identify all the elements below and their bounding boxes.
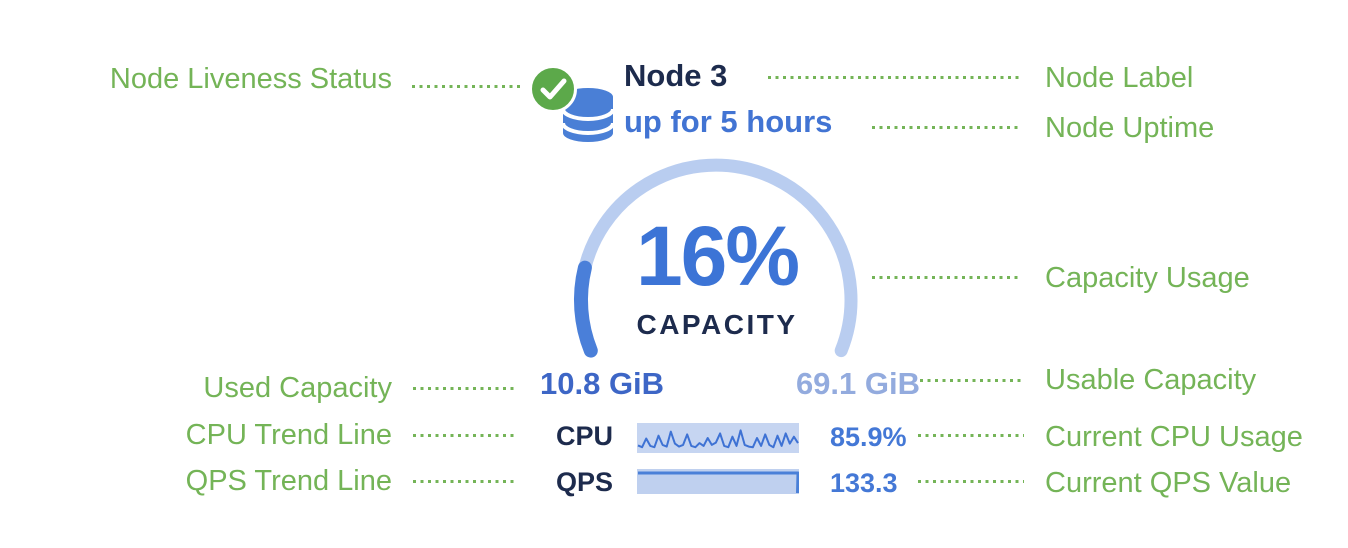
cpu-sparkline [637, 423, 799, 453]
liveness-check-circle-icon [529, 65, 577, 113]
connector-current-cpu [918, 434, 1024, 437]
capacity-gauge [574, 158, 858, 358]
gauge-fill-arc [574, 260, 598, 358]
node-uptime-text: up for 5 hours [624, 104, 833, 139]
annotation-capacity-usage: Capacity Usage [1045, 262, 1250, 294]
connector-used-capacity [413, 387, 518, 390]
annotation-node-label: Node Label [1045, 62, 1194, 94]
annotation-node-liveness-status: Node Liveness Status [109, 63, 392, 95]
qps-sparkline [637, 469, 799, 494]
annotation-usable-capacity: Usable Capacity [1045, 364, 1257, 396]
node-label-text: Node 3 [624, 58, 728, 93]
capacity-caption: CAPACITY [636, 309, 798, 340]
used-capacity-value: 10.8 GiB [540, 366, 665, 401]
usable-capacity-value: 69.1 GiB [795, 366, 920, 401]
connector-node-label [768, 76, 1020, 79]
cpu-current-value: 85.9% [830, 422, 907, 452]
connector-cpu-trend [413, 434, 518, 437]
qps-label: QPS [556, 467, 614, 497]
database-icon [562, 88, 614, 142]
annotation-current-qps-value: Current QPS Value [1045, 467, 1292, 499]
connector-usable-capacity [920, 379, 1024, 382]
annotation-used-capacity: Used Capacity [203, 372, 392, 404]
annotation-current-cpu-usage: Current CPU Usage [1045, 421, 1303, 453]
annotation-qps-trend-line: QPS Trend Line [185, 465, 392, 497]
connector-node-liveness [412, 85, 520, 88]
cpu-label: CPU [556, 421, 614, 451]
connector-capacity-usage [872, 276, 1022, 279]
connector-qps-trend [413, 480, 518, 483]
connector-node-uptime [872, 126, 1020, 129]
qps-current-value: 133.3 [830, 468, 898, 498]
annotation-node-uptime: Node Uptime [1045, 112, 1215, 144]
capacity-values-row: 10.8 GiB 69.1 GiB [540, 366, 920, 402]
connector-current-qps [918, 480, 1024, 483]
capacity-percent: 16% [635, 209, 800, 303]
annotation-cpu-trend-line: CPU Trend Line [185, 419, 392, 451]
